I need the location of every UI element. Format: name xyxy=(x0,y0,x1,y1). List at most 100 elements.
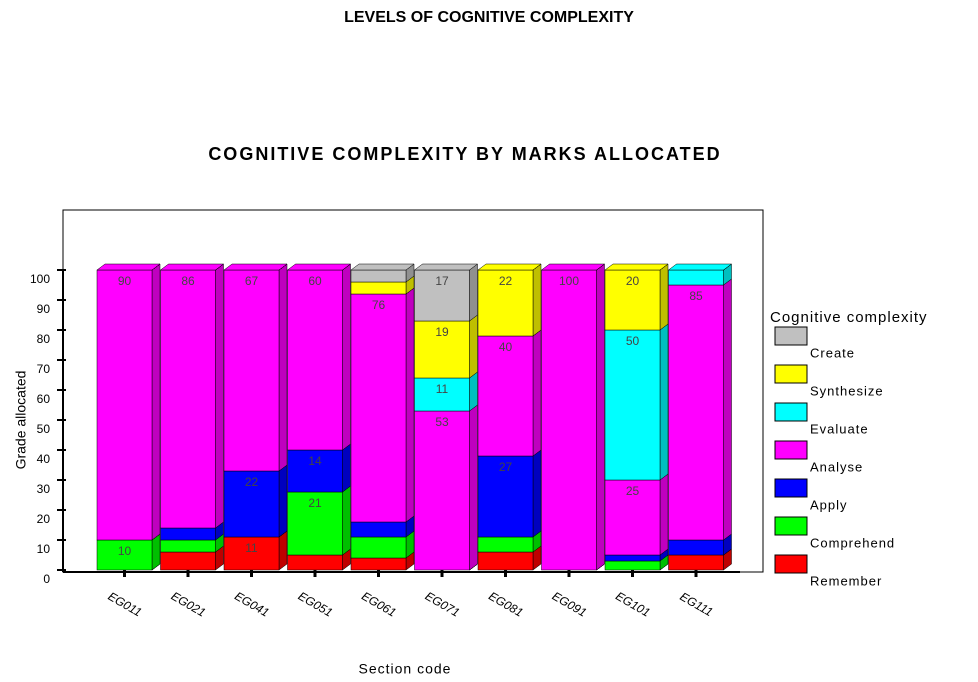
bar-segment xyxy=(160,539,216,553)
bar-segment xyxy=(414,269,470,322)
bar-top xyxy=(223,263,288,271)
bar-segment xyxy=(414,377,470,412)
y-tick-label: 10 xyxy=(37,542,51,556)
bar-side-shade xyxy=(723,279,732,540)
bar-segment xyxy=(160,527,216,541)
bar-segment xyxy=(477,455,534,538)
bar-side-shade xyxy=(660,264,668,330)
legend-swatch xyxy=(774,478,808,498)
data-label: 60 xyxy=(308,274,322,288)
bar-side-shade xyxy=(406,531,414,558)
data-label: 10 xyxy=(118,544,132,558)
data-label: 53 xyxy=(435,415,449,429)
y-tick-label: 70 xyxy=(37,362,51,376)
x-tick-label: EG081 xyxy=(486,589,525,620)
legend-swatch xyxy=(774,326,808,346)
bar-segment xyxy=(668,269,724,286)
y-tick-label: 40 xyxy=(37,452,51,466)
data-label: 50 xyxy=(626,334,640,348)
legend-swatch xyxy=(774,440,808,460)
bar-side-shade xyxy=(469,264,478,321)
bar-segment xyxy=(477,536,534,553)
bar-segment xyxy=(223,470,280,538)
legend-label: Apply xyxy=(810,497,848,512)
y-tick-label: 100 xyxy=(30,272,50,286)
bar-side-shade xyxy=(342,549,351,570)
bar-segment xyxy=(350,293,407,523)
bar-segment xyxy=(604,269,661,331)
bar-segment xyxy=(287,449,343,493)
bar-side-shade xyxy=(723,534,732,555)
data-label: 14 xyxy=(308,454,322,468)
bar-side-shade xyxy=(660,549,668,561)
bar-segment xyxy=(541,269,597,571)
y-tick-label: 60 xyxy=(37,392,51,406)
x-tick-label: EG071 xyxy=(423,589,462,620)
bar-side-shade xyxy=(533,450,541,537)
bar-top xyxy=(350,263,415,271)
bar-segment xyxy=(223,269,280,472)
bar-segment xyxy=(604,329,661,481)
bar-segment xyxy=(477,551,534,571)
data-label: 40 xyxy=(499,340,513,354)
bar-top xyxy=(540,263,606,271)
data-label: 27 xyxy=(499,460,513,474)
data-label: 22 xyxy=(245,475,259,489)
bar-segment xyxy=(604,479,661,556)
bar-side-shade xyxy=(406,288,414,522)
bar-top xyxy=(96,263,161,271)
data-label: 11 xyxy=(245,541,258,555)
data-label: 67 xyxy=(245,274,259,288)
bar-top xyxy=(604,263,669,271)
legend-label: Evaluate xyxy=(810,421,869,436)
legend-swatch xyxy=(774,402,808,422)
bar-side-shade xyxy=(279,264,287,471)
bar-side-shade xyxy=(533,546,541,570)
bar-segment xyxy=(287,554,343,571)
data-label: 25 xyxy=(626,484,640,498)
data-label: 86 xyxy=(181,274,195,288)
bar-side-shade xyxy=(215,546,224,570)
bar-segment xyxy=(160,269,216,529)
bar-side-shade xyxy=(152,264,160,540)
legend-label: Create xyxy=(810,345,855,360)
bar-top xyxy=(286,263,352,271)
x-tick-label: EG051 xyxy=(296,589,335,620)
bar-segment xyxy=(287,491,343,556)
legend-swatch xyxy=(774,554,808,574)
legend-title: Cognitive complexity xyxy=(770,309,928,326)
bar-top xyxy=(159,263,225,271)
bar-segment xyxy=(414,410,470,571)
x-tick-label: EG011 xyxy=(106,589,145,619)
y-tick-label: 50 xyxy=(37,422,51,436)
bar-segment xyxy=(668,539,724,556)
bar-side-shade xyxy=(342,444,351,492)
bar-segment xyxy=(350,521,407,538)
legend-label: Synthesize xyxy=(810,383,884,398)
x-tick-label: EG111 xyxy=(678,589,716,619)
y-tick-label: 0 xyxy=(43,572,50,586)
y-tick-label: 80 xyxy=(37,332,51,346)
bar-side-shade xyxy=(533,531,541,552)
bar-side-shade xyxy=(660,324,668,480)
data-label: 22 xyxy=(499,274,513,288)
bar-side-shade xyxy=(469,372,478,411)
bar-segment xyxy=(604,554,661,562)
data-label: 11 xyxy=(436,382,449,396)
x-tick-label: EG021 xyxy=(169,589,208,620)
bar-segment xyxy=(350,281,407,295)
chart-title: COGNITIVE COMPLEXITY BY MARKS ALLOCATED xyxy=(208,144,721,164)
data-label: 19 xyxy=(435,325,449,339)
bar-side-shade xyxy=(469,315,478,378)
bar-side-shade xyxy=(342,264,351,450)
bar-side-shade xyxy=(152,534,160,570)
legend-label: Comprehend xyxy=(810,535,895,550)
bar-segment xyxy=(350,269,407,283)
bar-side-shade xyxy=(723,549,732,570)
legend-label: Analyse xyxy=(810,459,863,474)
bar-segment xyxy=(668,284,724,541)
bar-segment xyxy=(477,335,534,457)
bar-side-shade xyxy=(342,486,351,555)
bar-side-shade xyxy=(279,531,287,570)
